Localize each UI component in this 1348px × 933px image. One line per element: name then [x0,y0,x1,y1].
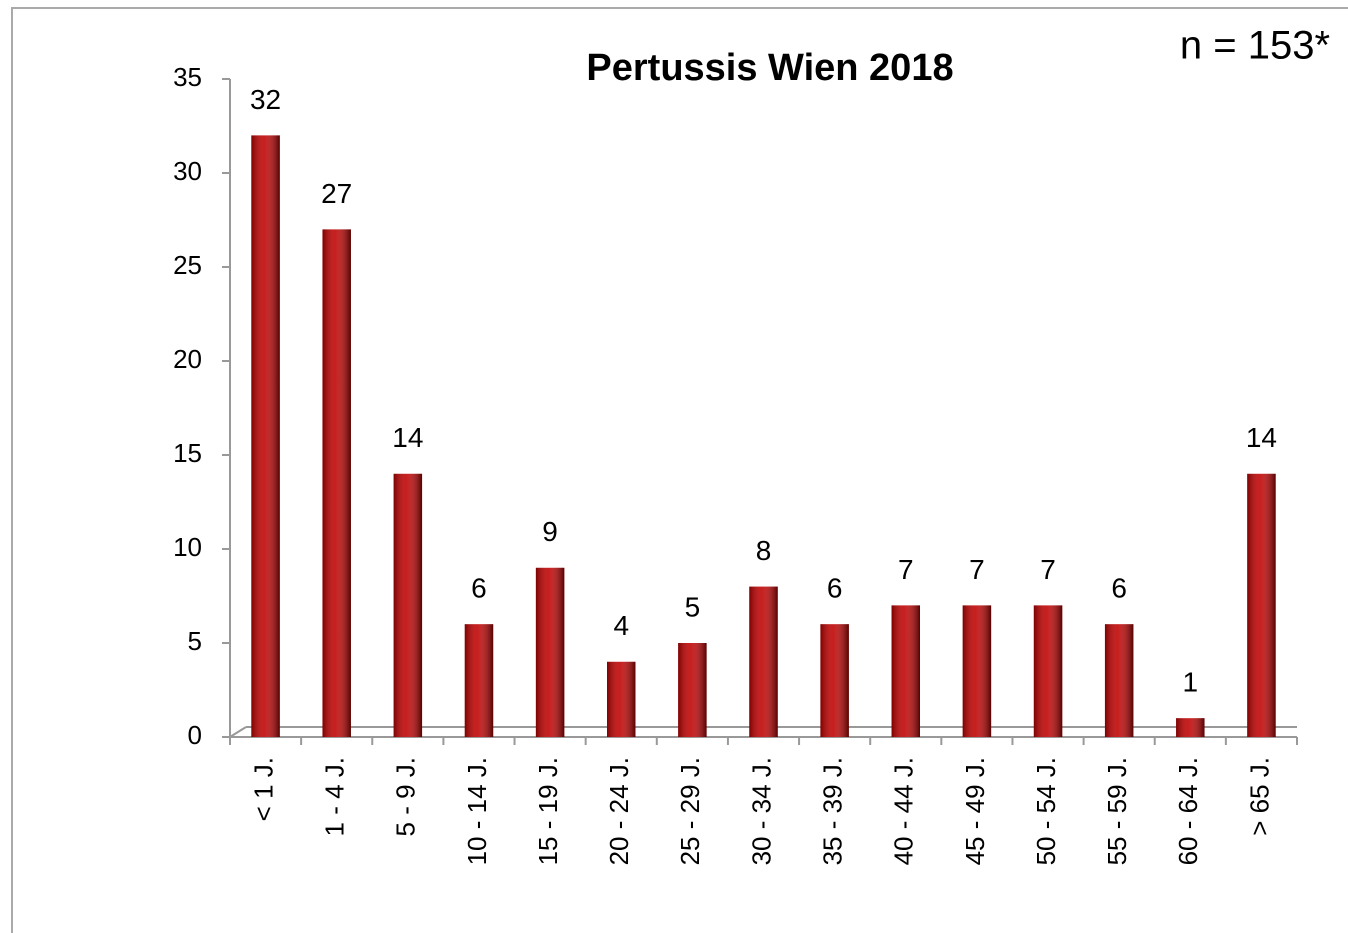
bar-shade [322,229,351,737]
x-tick-label: 30 - 34 J. [746,757,776,865]
x-tick-label: > 65 J. [1244,757,1274,836]
data-label: 9 [542,516,558,547]
bar-shade [1247,473,1276,737]
bar-shade [251,135,280,737]
data-label: 8 [756,535,772,566]
data-label: 7 [1040,554,1056,585]
x-tick-label: 35 - 39 J. [818,757,848,865]
data-label: 7 [898,554,914,585]
data-label: 1 [1183,667,1199,698]
data-label: 14 [1246,422,1277,453]
bar-shade [1033,605,1063,737]
bar-shade [535,567,565,737]
frame [11,7,1348,933]
x-tick-label: 45 - 49 J. [960,757,990,865]
x-tick-label: 40 - 44 J. [889,757,919,865]
chart-title: Pertussis Wien 2018 [586,47,953,89]
x-tick-label: 20 - 24 J. [604,757,634,865]
data-label: 6 [1111,573,1127,604]
data-label: 14 [392,422,423,453]
x-tick-label: 15 - 19 J. [533,757,563,865]
data-label: 32 [250,84,281,115]
bar-shade [820,624,849,737]
y-tick-label: 35 [173,62,202,92]
data-label: 6 [827,573,843,604]
x-tick-label: 50 - 54 J. [1031,757,1061,865]
bar-shade [464,624,494,737]
data-label: 7 [969,554,985,585]
y-tick-label: 10 [173,532,202,562]
bar-shade [678,643,707,737]
y-tick-label: 15 [173,438,202,468]
floor-edge [229,726,247,738]
x-tick-label: 1 - 4 J. [320,757,350,836]
y-tick-label: 5 [188,626,202,656]
bar-shade [1104,624,1134,737]
x-tick-label: 10 - 14 J. [462,757,492,865]
bar-shade [749,586,778,737]
data-label: 4 [613,610,629,641]
bar-shade [393,473,423,737]
x-tick-label: 60 - 64 J. [1173,757,1203,865]
data-label: 5 [685,591,701,622]
x-tick-label: 25 - 29 J. [675,757,705,865]
y-tick-label: 30 [173,156,202,186]
bar-shade [607,661,636,737]
data-label: 27 [321,178,352,209]
x-tick-label: 5 - 9 J. [391,757,421,836]
x-tick-label: < 1 J. [248,757,278,821]
x-tick-label: 55 - 59 J. [1102,757,1132,865]
y-tick-label: 0 [188,720,202,750]
y-tick-label: 20 [173,344,202,374]
annotation: n = 153* [1180,24,1330,68]
data-label: 6 [471,573,487,604]
bar-shade [1176,718,1205,737]
y-tick-label: 25 [173,250,202,280]
bar-shade [891,605,920,737]
bar-shade [962,605,992,737]
